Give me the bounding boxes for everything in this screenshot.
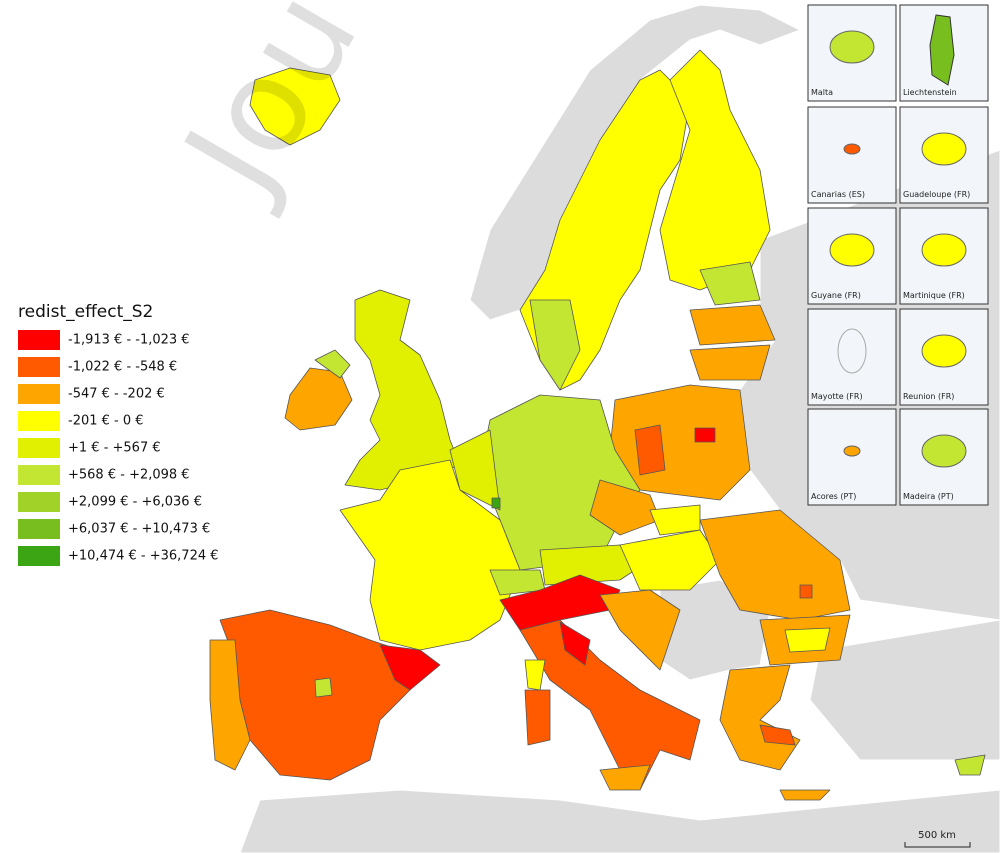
- region: [529, 299, 581, 391]
- legend-swatch: [18, 492, 60, 512]
- region: [699, 261, 761, 306]
- legend-title: redist_effect_S2: [18, 302, 153, 322]
- inset-label: Liechtenstein: [903, 88, 957, 97]
- region: [449, 429, 501, 511]
- region: [339, 459, 521, 651]
- legend-swatch: [18, 546, 60, 566]
- region: [491, 497, 501, 509]
- legend-swatch: [18, 411, 60, 431]
- legend-label: +568 € - +2,098 €: [68, 468, 190, 483]
- scale-line: [904, 842, 971, 848]
- region: [799, 584, 813, 599]
- region: [699, 509, 851, 621]
- region: [589, 479, 661, 536]
- region: [784, 627, 831, 653]
- region: [649, 504, 701, 536]
- inset-label: Mayotte (FR): [811, 392, 863, 401]
- region: [634, 424, 666, 476]
- legend-swatch: [18, 438, 60, 458]
- inset-frame: [807, 408, 897, 506]
- legend-label: +1 € - +567 €: [68, 441, 161, 456]
- insets: Malta Liechtenstein Canarias (ES) Guadeloup…: [807, 4, 989, 506]
- regions: [209, 49, 986, 801]
- legend-swatch: [18, 384, 60, 404]
- region: [284, 367, 353, 431]
- region: [559, 621, 591, 666]
- region: [779, 789, 831, 801]
- legend-label: +10,474 € - +36,724 €: [68, 549, 219, 564]
- inset-label: Madeira (PT): [903, 492, 954, 501]
- region: [209, 639, 251, 771]
- inset-frame: [807, 106, 897, 204]
- region: [519, 619, 701, 791]
- legend-swatch: [18, 330, 60, 350]
- region: [689, 344, 771, 381]
- legend-swatch: [18, 519, 60, 539]
- legend-swatch: [18, 357, 60, 377]
- legend-swatch: [18, 465, 60, 485]
- region: [524, 659, 546, 691]
- scale-bar: 500 km: [904, 830, 971, 848]
- inset-label: Guyane (FR): [811, 291, 861, 300]
- region: [314, 349, 351, 379]
- inset-label: Canarias (ES): [811, 190, 865, 199]
- legend-label: +6,037 € - +10,473 €: [68, 522, 210, 537]
- legend-label: -547 € - -202 €: [68, 387, 165, 402]
- inset-shape: [829, 30, 875, 64]
- region: [689, 304, 776, 346]
- region: [659, 49, 771, 291]
- legend-label: -1,913 € - -1,023 €: [68, 333, 190, 348]
- inset-label: Malta: [811, 88, 833, 97]
- region: [314, 677, 333, 698]
- inset-shape: [829, 233, 875, 267]
- region: [524, 689, 551, 746]
- region: [954, 754, 986, 776]
- scale-label: 500 km: [918, 830, 956, 841]
- inset-shape: [921, 132, 967, 166]
- region: [599, 589, 681, 671]
- inset-label: Guadeloupe (FR): [903, 190, 970, 199]
- watermark: Jou: [152, 0, 387, 222]
- inset-shape: [843, 445, 861, 457]
- inset-shape: [929, 14, 955, 86]
- region: [619, 529, 721, 591]
- legend-label: +2,099 € - +6,036 €: [68, 495, 202, 510]
- region: [599, 764, 651, 791]
- inset-shape: [921, 434, 967, 468]
- inset-shape: [921, 334, 967, 368]
- region: [249, 67, 341, 146]
- inset-shape: [837, 328, 867, 374]
- region: [719, 664, 801, 771]
- region: [379, 644, 441, 691]
- inset-label: Martinique (FR): [903, 291, 965, 300]
- inset-label: Acores (PT): [811, 492, 856, 501]
- legend-label: -201 € - 0 €: [68, 414, 144, 429]
- region: [759, 724, 796, 746]
- inset-shape: [921, 233, 967, 267]
- region: [694, 427, 716, 443]
- inset-frame: [807, 308, 897, 406]
- inset-label: Reunion (FR): [903, 392, 954, 401]
- region: [344, 289, 461, 491]
- legend: redist_effect_S2 -1,913 € - -1,023 € -1,0…: [18, 302, 219, 566]
- inset-shape: [843, 143, 861, 155]
- legend-label: -1,022 € - -548 €: [68, 360, 177, 375]
